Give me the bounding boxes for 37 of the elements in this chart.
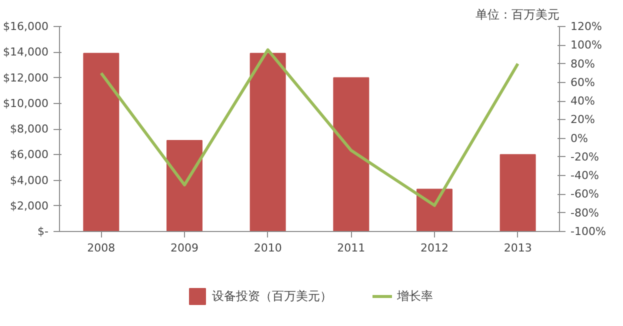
line-series <box>100 48 520 207</box>
x-tick-label: 2011 <box>337 242 366 254</box>
bar <box>250 52 286 232</box>
x-tick-label: 2012 <box>420 242 449 254</box>
y-tick-label: $14,000 <box>3 46 49 59</box>
y2-tick-label: -40% <box>570 169 599 182</box>
y-tick-label: $6,000 <box>10 148 49 162</box>
legend-label: 增长率 <box>397 288 433 304</box>
y2-tick-label: -100% <box>570 225 606 238</box>
y2-tick-label: -80% <box>570 206 599 220</box>
y2-tick-label: 120% <box>570 20 602 33</box>
text: 单位：百万美元 <box>476 8 560 22</box>
y-tick-label: $2,000 <box>10 199 49 212</box>
y-tick-label: $8,000 <box>10 122 49 136</box>
bar <box>166 140 202 232</box>
bar <box>333 77 370 232</box>
y2-tick-label: 80% <box>570 57 595 70</box>
y2-tick-label: -60% <box>570 188 599 201</box>
y-tick-label: $4,000 <box>10 174 49 187</box>
bar <box>416 188 452 232</box>
y2-tick-label: 100% <box>570 38 602 52</box>
y2-tick-label: 20% <box>570 113 595 126</box>
bar <box>83 52 120 232</box>
x-tick-label: 2009 <box>170 242 199 254</box>
x-tick-label: 2008 <box>87 242 116 254</box>
x-tick-label: 2013 <box>504 242 532 254</box>
bar <box>500 154 536 232</box>
y-tick-label: $- <box>38 225 49 238</box>
y2-tick-label: 60% <box>570 76 595 89</box>
y2-tick-label: -20% <box>570 150 599 164</box>
legend-label: 设备投资（百万美元） <box>212 288 332 304</box>
y-tick-label: $16,000 <box>3 20 49 33</box>
x-tick-label: 2010 <box>254 242 282 254</box>
y2-tick-label: 0% <box>570 132 588 145</box>
y-tick-label: $12,000 <box>3 71 49 84</box>
y2-tick-label: 40% <box>570 94 595 108</box>
y-tick-label: $10,000 <box>3 96 49 110</box>
